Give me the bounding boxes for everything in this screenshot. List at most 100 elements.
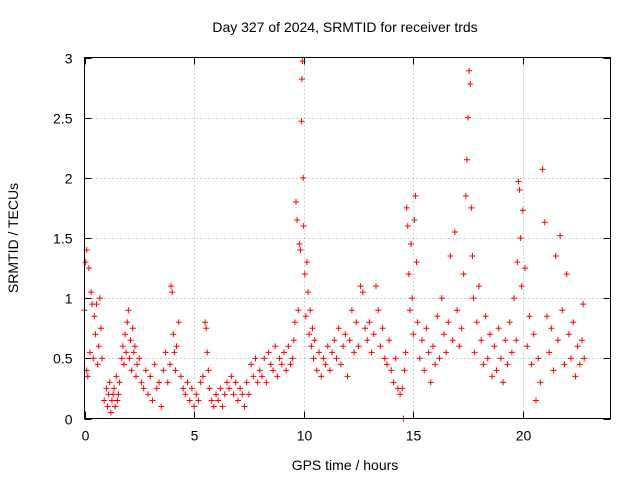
- data-point: [458, 325, 465, 332]
- data-point: [175, 319, 182, 326]
- data-point: [375, 307, 382, 314]
- data-point: [243, 379, 250, 386]
- data-point: [91, 313, 98, 320]
- data-point: [296, 241, 303, 248]
- data-point: [306, 331, 313, 338]
- data-point: [552, 253, 559, 260]
- data-point: [177, 373, 184, 380]
- data-point: [206, 385, 213, 392]
- data-point: [111, 385, 118, 392]
- data-point: [482, 313, 489, 320]
- data-point: [118, 355, 125, 362]
- data-point: [94, 361, 101, 368]
- data-point: [182, 391, 189, 398]
- data-point: [297, 247, 304, 254]
- data-point: [263, 379, 270, 386]
- data-point: [355, 343, 362, 350]
- data-point: [451, 228, 458, 235]
- data-point: [333, 355, 340, 362]
- data-point: [120, 361, 127, 368]
- data-point: [160, 367, 167, 374]
- data-point: [364, 337, 371, 344]
- data-point: [274, 373, 281, 380]
- x-tick-label: 15: [406, 428, 422, 444]
- data-point: [362, 325, 369, 332]
- data-point: [445, 319, 452, 326]
- data-point: [543, 313, 550, 320]
- data-point: [116, 379, 123, 386]
- data-point: [532, 397, 539, 404]
- data-point: [469, 253, 476, 260]
- x-tick-label: 0: [82, 428, 90, 444]
- data-point: [462, 192, 469, 199]
- data-point: [310, 355, 317, 362]
- data-point: [335, 325, 342, 332]
- data-point: [156, 379, 163, 386]
- data-point: [265, 349, 272, 356]
- data-point: [217, 385, 224, 392]
- data-point: [554, 337, 561, 344]
- data-point: [397, 391, 404, 398]
- data-point: [226, 385, 233, 392]
- y-tick-label: 1.5: [53, 231, 73, 247]
- data-point: [436, 355, 443, 362]
- data-point: [188, 385, 195, 392]
- data-point: [580, 301, 587, 308]
- data-point: [103, 385, 110, 392]
- data-point: [379, 325, 386, 332]
- data-point: [370, 331, 377, 338]
- data-point: [267, 361, 274, 368]
- y-axis-label: SRMTID / TECUs: [5, 183, 21, 293]
- data-point: [399, 385, 406, 392]
- data-point: [203, 325, 210, 332]
- data-point: [434, 313, 441, 320]
- data-point: [557, 232, 564, 239]
- data-point: [493, 367, 500, 374]
- y-tick-label: 2.5: [53, 111, 73, 127]
- data-point: [299, 58, 306, 65]
- data-point: [411, 216, 418, 223]
- data-point: [256, 367, 263, 374]
- data-point: [404, 222, 411, 229]
- data-point: [115, 391, 122, 398]
- data-point: [486, 331, 493, 338]
- data-point: [416, 355, 423, 362]
- data-point: [153, 385, 160, 392]
- data-point: [101, 397, 108, 404]
- data-point: [107, 409, 114, 416]
- data-point: [195, 397, 202, 404]
- data-point: [210, 403, 217, 410]
- data-point: [303, 259, 310, 266]
- data-point: [269, 367, 276, 374]
- data-point: [305, 289, 312, 296]
- data-point: [504, 361, 511, 368]
- data-point: [285, 343, 292, 350]
- data-point: [337, 361, 344, 368]
- data-point: [324, 343, 331, 350]
- x-axis-label: GPS time / hours: [292, 457, 399, 473]
- data-point: [95, 343, 102, 350]
- data-point: [197, 379, 204, 386]
- data-point: [500, 379, 507, 386]
- data-point: [127, 337, 134, 344]
- y-tick-label: 3: [65, 51, 73, 67]
- data-point: [145, 391, 152, 398]
- data-point: [180, 385, 187, 392]
- data-point: [342, 331, 349, 338]
- data-point: [113, 373, 120, 380]
- data-point: [130, 349, 137, 356]
- data-point: [204, 349, 211, 356]
- data-point: [524, 343, 531, 350]
- data-point: [298, 118, 305, 125]
- data-point: [413, 259, 420, 266]
- data-point: [138, 379, 145, 386]
- data-point: [467, 80, 474, 87]
- data-point: [259, 373, 266, 380]
- data-point: [427, 379, 434, 386]
- data-point: [518, 283, 525, 290]
- data-point: [526, 313, 533, 320]
- data-point: [368, 349, 375, 356]
- data-point: [93, 301, 100, 308]
- data-point: [460, 271, 467, 278]
- data-point: [449, 337, 456, 344]
